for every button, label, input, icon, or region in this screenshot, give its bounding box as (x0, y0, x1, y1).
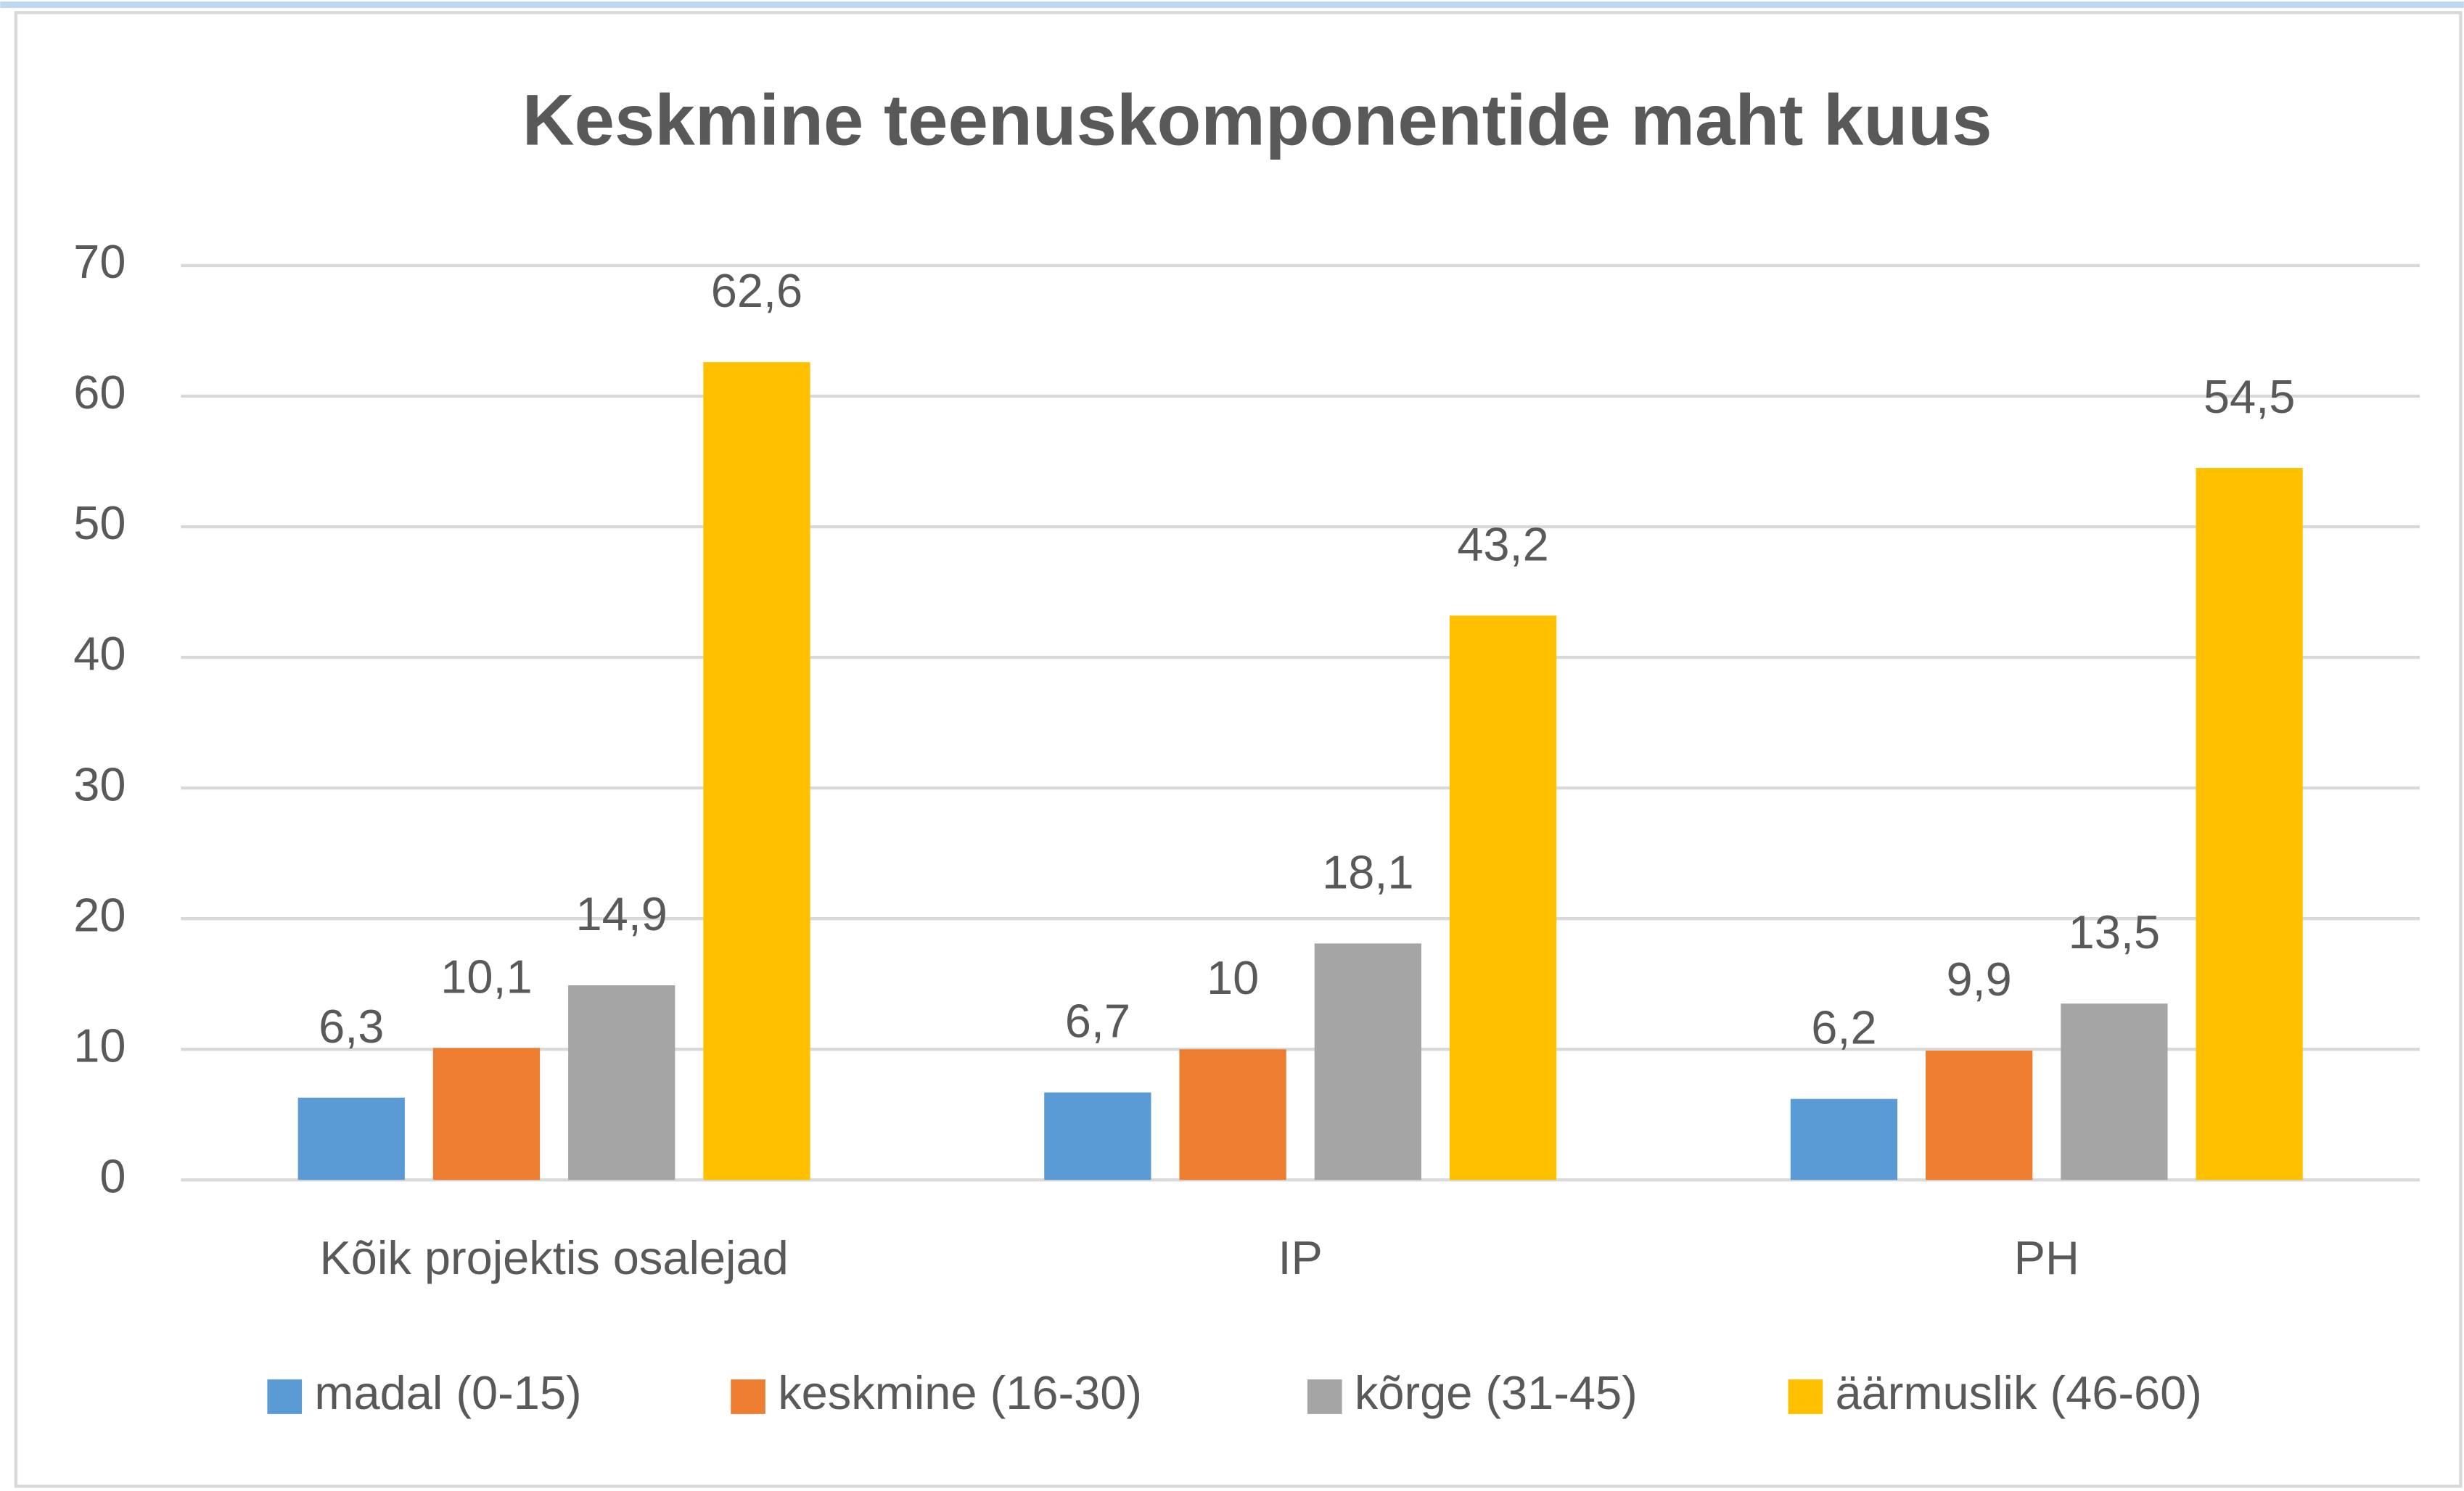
bar (2061, 1003, 2168, 1180)
bar (703, 362, 810, 1180)
bar (1449, 615, 1557, 1180)
x-tick-label: PH (2014, 1231, 2079, 1284)
y-tick-label: 50 (73, 496, 126, 549)
bar (432, 1048, 541, 1180)
bar (1179, 1049, 1286, 1180)
legend-label: kõrge (31-45) (1355, 1366, 1638, 1419)
y-tick-label: 0 (99, 1149, 126, 1202)
legend-label: keskmine (16-30) (778, 1366, 1142, 1419)
data-label: 9,9 (1947, 953, 2012, 1006)
bar (297, 1097, 405, 1180)
bar (568, 985, 675, 1180)
data-label: 6,2 (1811, 1001, 1876, 1054)
legend-marker (267, 1379, 303, 1414)
legend-marker (1307, 1379, 1342, 1414)
data-label: 6,3 (319, 1000, 384, 1053)
x-tick-label: IP (1278, 1231, 1323, 1284)
legend-marker (1788, 1379, 1823, 1414)
x-tick-label: Kõik projektis osalejad (319, 1231, 788, 1284)
data-label: 10 (1207, 951, 1259, 1004)
chart-title: Keskmine teenuskomponentide maht kuus (522, 81, 1992, 161)
legend-label: madal (0-15) (314, 1366, 581, 1419)
bar (1790, 1098, 1898, 1180)
legend-label: äärmuslik (46-60) (1836, 1366, 2202, 1419)
frame (14, 11, 2463, 1488)
bar (1926, 1051, 2033, 1180)
bar (1314, 943, 1421, 1180)
bar (1044, 1092, 1151, 1180)
data-label: 18,1 (1322, 845, 1413, 898)
data-label: 14,9 (576, 887, 668, 940)
data-label: 13,5 (2069, 905, 2160, 958)
bar (2196, 468, 2303, 1180)
y-tick-label: 30 (73, 757, 126, 810)
y-tick-label: 60 (73, 366, 126, 419)
data-label: 6,7 (1065, 995, 1130, 1048)
data-label: 54,5 (2204, 370, 2295, 423)
legend-marker (731, 1379, 765, 1414)
y-tick-label: 10 (73, 1019, 126, 1072)
y-tick-label: 20 (73, 888, 126, 941)
data-label: 43,2 (1457, 518, 1548, 571)
y-tick-label: 70 (73, 235, 126, 288)
data-label: 62,6 (711, 264, 802, 317)
data-label: 10,1 (440, 950, 532, 1003)
y-tick-label: 40 (73, 627, 126, 680)
